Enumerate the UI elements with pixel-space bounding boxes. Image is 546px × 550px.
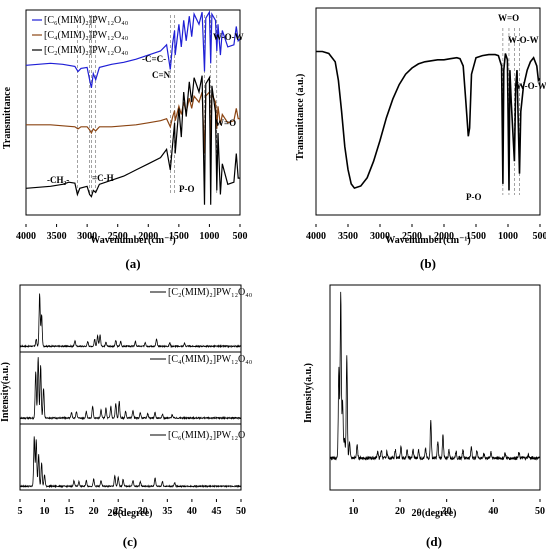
panel-d-plot-frame [329, 284, 541, 491]
panel-c: 5 10 15 20 25 30 35 40 45 50 Intensity(a.u.) 2θ(d… [0, 284, 253, 549]
panel-d: 10 20 30 40 50 Intensity(a.u.) 2θ(degree) (d… [303, 284, 545, 549]
panel-c-y-axis-label: Intensity(a.u.) [0, 362, 11, 422]
panel-c-tick-label-15: 15 [64, 506, 74, 517]
panel-b-tick-label-500: 500 [533, 231, 546, 242]
panel-a-label: (a) [125, 256, 140, 271]
panel-b-tick-label-4000: 4000 [306, 231, 326, 242]
annotation-ch2: -CH₂- [47, 175, 69, 185]
panel-c-tick-label-5: 5 [18, 506, 23, 517]
panel-a-tick-label-1500: 1500 [169, 231, 189, 242]
panel-a-series-line-1 [26, 90, 240, 154]
panel-a-tick-label-2000: 2000 [138, 231, 158, 242]
panel-a-y-axis-label: Transmittance [2, 86, 13, 149]
panel-c-tick-label-20: 20 [89, 506, 99, 517]
annotation-b-wow-1: W-O-W [508, 35, 539, 45]
panel-b-series [316, 50, 541, 191]
panel-c-tick-label-50: 50 [236, 506, 246, 517]
panel-d-x-ticks: 10 20 30 40 50 [348, 499, 545, 517]
panel-c-series [19, 293, 242, 489]
panel-a-x-axis-label: Wavenumber(cm⁻¹) [90, 235, 175, 246]
annotation-ch: =C-H [92, 173, 114, 183]
panel-a-series [25, 9, 241, 205]
panel-d-label: (d) [426, 534, 442, 549]
panel-a-guide-lines [77, 15, 218, 195]
panel-c-x-ticks: 5 10 15 20 25 30 35 40 45 50 [18, 499, 246, 517]
panel-d-tick-label-10: 10 [348, 506, 358, 517]
panel-b-tick-label-3500: 3500 [338, 231, 358, 242]
panel-c-legend-1: [C₂(MIM)₂]PW₁₂O₄₀ [168, 287, 253, 298]
annotation-po: P-O [179, 184, 195, 194]
annotation-cc: -C=C- [142, 54, 166, 64]
annotation-wo: W=O [215, 118, 236, 128]
panel-d-tick-label-50: 50 [535, 506, 545, 517]
legend-label-c4: [C₄(MIM)₂]PW₁₂O₄₀ [44, 30, 129, 41]
panel-b-series-line-0 [316, 50, 541, 191]
panel-b-tick-label-3000: 3000 [370, 231, 390, 242]
panel-a-tick-label-3000: 3000 [77, 231, 97, 242]
panel-b-plot-frame [315, 7, 541, 216]
panel-a-tick-label-4000: 4000 [16, 231, 36, 242]
panel-a-tick-label-1000: 1000 [199, 231, 219, 242]
panel-d-tick-label-20: 20 [395, 506, 405, 517]
panel-c-label: (c) [123, 534, 137, 549]
panel-b-tick-label-2000: 2000 [434, 231, 454, 242]
panel-c-tick-label-25: 25 [113, 506, 123, 517]
panel-c-x-axis-label: 2θ(degree) [107, 508, 152, 519]
panel-c-legend-3: [C₆(MIM)₂]PW₁₂O [168, 430, 245, 441]
annotation-b-wow-2: W-O-W [516, 81, 546, 91]
panel-b-x-ticks: 4000 3500 3000 2500 2000 1500 1000 500 [306, 224, 546, 242]
panel-a-x-ticks: 4000 3500 3000 2500 2000 1500 1000 500 [16, 214, 248, 242]
panel-a-tick-label-2500: 2500 [108, 231, 128, 242]
panel-c-series-line-0 [19, 293, 242, 349]
panel-c-tick-label-40: 40 [187, 506, 197, 517]
panel-d-y-axis-label: Intensity(a.u.) [303, 363, 314, 423]
legend-label-c2: [C₂(MIM)₂]PW₁₂O₄₀ [44, 45, 129, 56]
panel-c-tick-label-35: 35 [162, 506, 172, 517]
annotation-b-wo: W=O [498, 13, 519, 23]
panel-d-series-line-0 [329, 291, 541, 461]
panel-b-guide-lines [502, 28, 520, 195]
panel-c-tick-label-45: 45 [211, 506, 221, 517]
panel-c-plot-frame [19, 284, 242, 491]
panel-c-tick-label-30: 30 [138, 506, 148, 517]
panel-b: 4000 3500 3000 2500 2000 1500 1000 500 Transmit… [295, 7, 546, 271]
panel-c-legend-2: [C₄(MIM)₂]PW₁₂O₄₀ [168, 354, 253, 365]
panel-d-tick-label-40: 40 [488, 506, 498, 517]
panel-b-tick-label-1500: 1500 [466, 231, 486, 242]
panel-d-series [329, 291, 541, 461]
legend-label-c6: [C₆(MIM)₂]PW₁₂O₄₀ [44, 15, 129, 26]
panel-b-tick-label-2500: 2500 [402, 231, 422, 242]
annotation-wow: W-O-W [213, 32, 244, 42]
panel-d-tick-label-30: 30 [442, 506, 452, 517]
panel-c-series-line-1 [19, 357, 242, 421]
panel-a-series-line-0 [25, 9, 241, 89]
annotation-cn: C=N [152, 70, 171, 80]
panel-b-y-axis-label: Transmittance (a.u.) [295, 74, 306, 161]
panel-a-legend: [C₆(MIM)₂]PW₁₂O₄₀ [C₄(MIM)₂]PW₁₂O₄₀ [C₂(… [32, 15, 129, 56]
panel-c-tick-label-10: 10 [40, 506, 50, 517]
panel-b-x-axis-label: Wavenumber(cm⁻¹) [385, 235, 470, 246]
panel-a-tick-label-3500: 3500 [47, 231, 67, 242]
panel-a-tick-label-500: 500 [233, 231, 248, 242]
panel-c-series-line-2 [19, 436, 241, 489]
panel-a: 4000 3500 3000 2500 2000 1500 1000 500 Transmit… [2, 9, 248, 271]
panel-a-series-line-2 [25, 75, 240, 205]
panel-b-tick-label-1000: 1000 [498, 231, 518, 242]
annotation-b-po: P-O [466, 192, 482, 202]
panel-d-x-axis-label: 2θ(degree) [411, 508, 456, 519]
panel-b-label: (b) [420, 256, 436, 271]
